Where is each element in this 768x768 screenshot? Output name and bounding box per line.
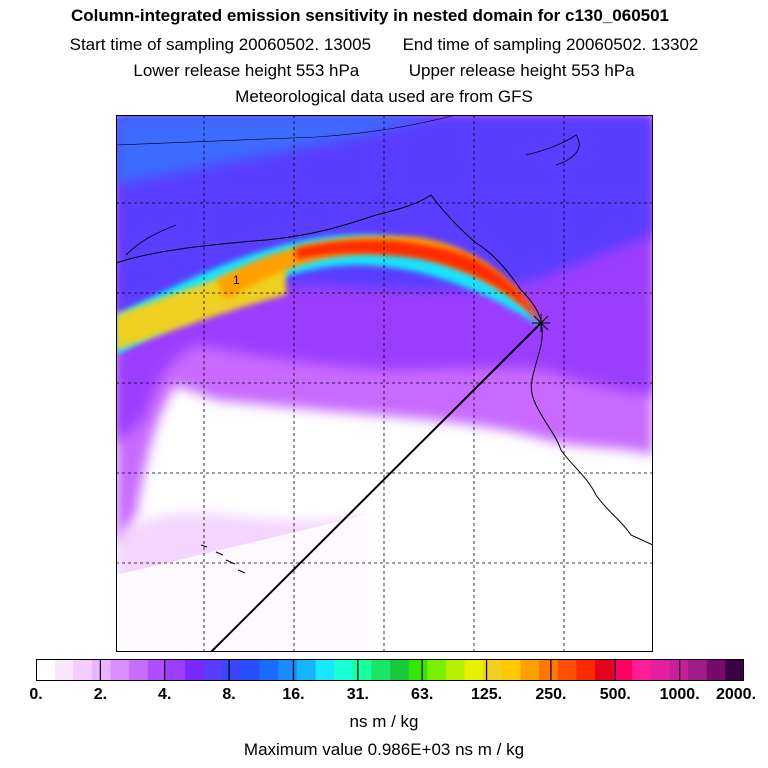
end-time-text: End time of sampling 20060502. 13302 <box>402 35 699 54</box>
colorbar-swatch <box>222 659 242 681</box>
colorbar-swatch <box>613 659 633 681</box>
colorbar-swatch <box>483 659 503 681</box>
trajectory-line <box>210 322 542 652</box>
release-point-marker <box>532 314 550 332</box>
colorbar-tick-label: 63. <box>411 686 434 703</box>
contour-label: 1 <box>233 273 240 287</box>
map-title: Column-integrated emission sensitivity i… <box>70 6 670 25</box>
colorbar-swatch <box>315 659 335 681</box>
colorbar-swatch <box>352 659 372 681</box>
northern-coast <box>116 115 457 146</box>
colorbar-swatch <box>650 659 671 681</box>
colorbar-swatch <box>576 659 596 681</box>
colorbar-swatch <box>520 659 540 681</box>
colorbar-swatch <box>501 659 522 681</box>
colorbar-swatch <box>129 659 149 681</box>
colorbar-swatch <box>259 659 279 681</box>
plume-core <box>296 239 541 323</box>
colorbar-swatch <box>203 659 223 681</box>
colorbar-swatch <box>371 659 391 681</box>
colorbar-swatch <box>166 659 186 681</box>
colorbar-swatch <box>688 659 708 681</box>
colorbar-swatch <box>36 659 56 681</box>
colorbar-tick-label: 16. <box>282 686 305 703</box>
sampling-times: Start time of sampling 20060502. 13005 E… <box>0 35 768 55</box>
sensitivity-map: 1 <box>116 115 653 652</box>
sensitivity-field-north <box>116 115 436 185</box>
colorbar-swatch <box>147 659 168 681</box>
colorbar-tick-label: 250. <box>535 686 567 703</box>
colorbar-units: ns m / kg <box>349 712 419 731</box>
colorbar-swatch <box>110 659 130 681</box>
colorbar-tick-label: 2. <box>93 686 108 703</box>
colorbar-swatch <box>185 659 205 681</box>
colorbar-canvas <box>36 659 744 681</box>
colorbar-swatch <box>91 659 112 681</box>
met-data-text: Meteorological data used are from GFS <box>235 87 533 106</box>
lower-height-text: Lower release height 553 hPa <box>133 61 360 80</box>
colorbar-swatch <box>296 659 317 681</box>
coastline <box>116 194 653 546</box>
colorbar-border <box>36 659 744 681</box>
colorbar-swatch <box>390 659 410 681</box>
release-heights: Lower release height 553 hPa Upper relea… <box>0 61 768 81</box>
aleutian-islands <box>125 224 177 256</box>
colorbar-tick-label: 500. <box>599 686 631 703</box>
upper-height-text: Upper release height 553 hPa <box>408 61 635 80</box>
map-canvas: 1 <box>116 115 653 652</box>
colorbar-swatch <box>632 659 652 681</box>
colorbar-swatch <box>54 659 74 681</box>
colorbar-tick-label: 125. <box>470 686 503 703</box>
colorbar-swatch <box>334 659 354 681</box>
colorbar-swatch <box>464 659 484 681</box>
hawaii-islands <box>200 544 246 574</box>
colorbar-swatch <box>278 659 298 681</box>
colorbar-swatch <box>594 659 615 681</box>
colorbar-tick-label: 4. <box>158 686 172 703</box>
start-time-text: Start time of sampling 20060502. 13005 <box>69 35 372 54</box>
colorbar-tick-label: 1000. <box>659 686 700 703</box>
colorbar <box>36 659 744 681</box>
colorbar-swatch <box>557 659 577 681</box>
colorbar-tick-label: 31. <box>346 686 369 703</box>
colorbar-swatch <box>539 659 559 681</box>
colorbar-swatch <box>408 659 428 681</box>
colorbar-tick-label: 8. <box>222 686 236 703</box>
arctic-coast <box>525 134 580 166</box>
empty-region-south <box>116 515 653 652</box>
colorbar-swatch <box>706 659 726 681</box>
colorbar-tick-label: 0. <box>29 686 43 703</box>
plume-outer <box>116 235 541 355</box>
colorbar-tick-label: 2000. <box>715 686 757 703</box>
colorbar-swatch <box>427 659 447 681</box>
map-frame <box>116 115 653 652</box>
colorbar-swatch <box>445 659 466 681</box>
colorbar-swatch <box>725 659 744 681</box>
maximum-value-text: Maximum value 0.986E+03 ns m / kg <box>243 740 525 759</box>
colorbar-swatch <box>73 659 93 681</box>
colorbar-swatch <box>240 659 261 681</box>
